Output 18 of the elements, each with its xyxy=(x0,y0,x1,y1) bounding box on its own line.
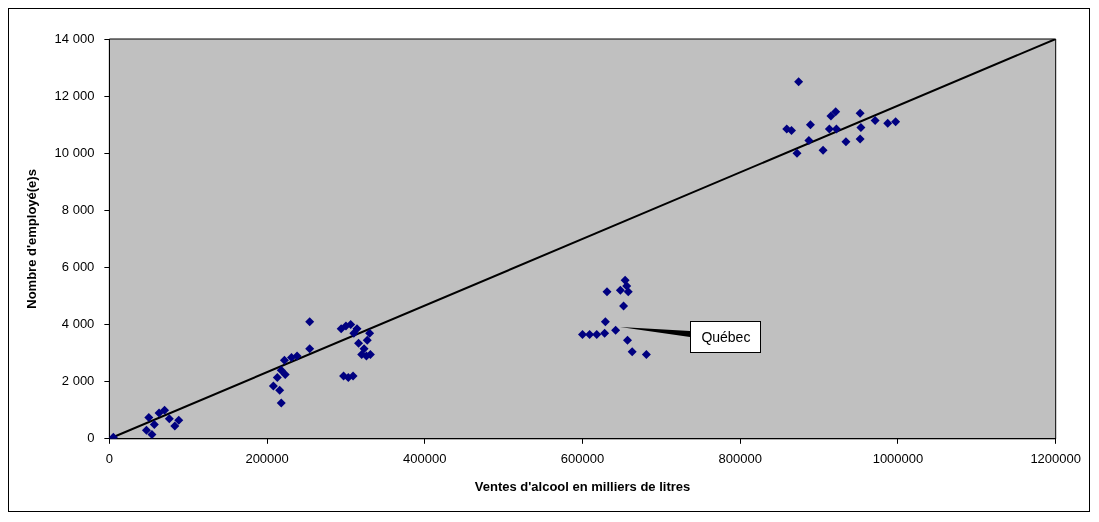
y-tick-label: 12 000 xyxy=(54,87,95,103)
x-tick-label: 600000 xyxy=(560,451,605,467)
y-tick-label: 4 000 xyxy=(61,316,95,332)
y-axis-title: Nombre d'employé(e)s xyxy=(24,169,40,309)
x-tick-label: 0 xyxy=(105,451,113,467)
x-tick-label: 400000 xyxy=(403,451,447,467)
x-tick-label: 1000000 xyxy=(872,451,924,467)
y-tick-label: 10 000 xyxy=(54,144,95,160)
annotation: Québec xyxy=(690,320,762,353)
x-axis-title: Ventes d'alcool en milliers de litres xyxy=(474,478,691,494)
y-tick-label: 2 000 xyxy=(61,373,95,389)
x-tick-label: 800000 xyxy=(718,451,762,467)
y-tick-label: 8 000 xyxy=(61,201,95,217)
y-tick-label: 0 xyxy=(87,430,95,446)
x-tick-label: 200000 xyxy=(245,451,289,467)
y-tick-label: 14 000 xyxy=(54,30,95,46)
x-tick-label: 1200000 xyxy=(1030,451,1082,467)
y-tick-label: 6 000 xyxy=(61,259,95,275)
